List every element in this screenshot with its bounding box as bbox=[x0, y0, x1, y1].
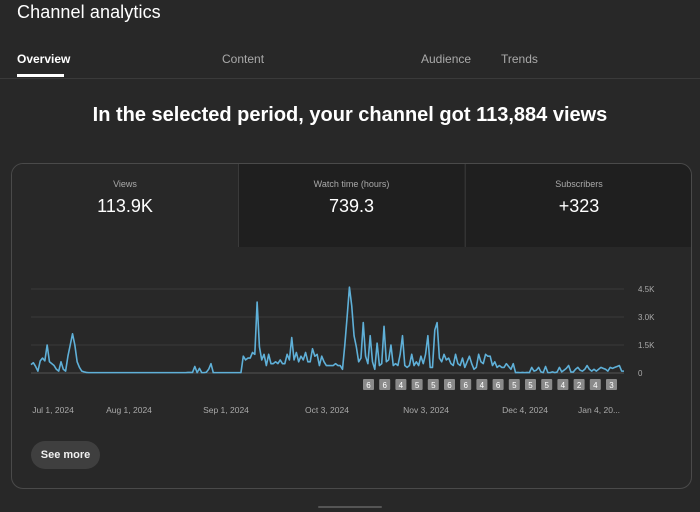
annotation-marker bbox=[557, 379, 569, 390]
annotation-marker-label: 4 bbox=[480, 381, 485, 390]
annotation-marker bbox=[379, 379, 391, 390]
active-tab-indicator bbox=[17, 74, 64, 77]
annotation-marker bbox=[411, 379, 423, 390]
tab-overview[interactable]: Overview bbox=[17, 52, 71, 66]
x-tick-label: Jul 1, 2024 bbox=[32, 405, 74, 415]
x-tick-label: Dec 4, 2024 bbox=[502, 405, 548, 415]
annotation-marker bbox=[508, 379, 520, 390]
y-tick-label: 4.5K bbox=[638, 285, 655, 294]
annotation-marker bbox=[444, 379, 455, 390]
metric-label: Subscribers bbox=[555, 179, 603, 189]
tab-bar: Overview Content Audience Trends bbox=[0, 44, 700, 78]
page-title: Channel analytics bbox=[17, 2, 161, 22]
annotation-marker bbox=[573, 379, 585, 390]
views-series-line bbox=[30, 286, 624, 374]
annotation-marker bbox=[492, 379, 504, 390]
metric-views-tab[interactable]: Views 113.9K bbox=[12, 164, 239, 247]
annotation-marker bbox=[395, 379, 407, 390]
metric-value: +323 bbox=[558, 196, 600, 216]
annotation-marker bbox=[363, 379, 374, 390]
x-tick-label: Jan 4, 20... bbox=[578, 405, 620, 415]
tab-trends[interactable]: Trends bbox=[501, 52, 538, 66]
annotation-marker-label: 6 bbox=[496, 381, 501, 390]
annotation-marker-label: 4 bbox=[399, 381, 404, 390]
annotation-marker-label: 6 bbox=[463, 381, 468, 390]
views-headline: In the selected period, your channel got… bbox=[92, 104, 608, 126]
annotation-marker-label: 5 bbox=[431, 381, 436, 390]
tab-content[interactable]: Content bbox=[222, 52, 265, 66]
annotation-marker bbox=[427, 379, 439, 390]
annotation-marker bbox=[589, 379, 601, 390]
tabs-divider bbox=[0, 78, 700, 79]
annotation-marker bbox=[606, 379, 617, 390]
x-tick-label: Nov 3, 2024 bbox=[403, 405, 449, 415]
annotation-marker-label: 6 bbox=[382, 381, 387, 390]
annotation-marker bbox=[525, 379, 536, 390]
analytics-card: Views 113.9K Watch time (hours) 739.3 Su… bbox=[11, 163, 692, 489]
annotation-marker-label: 2 bbox=[577, 381, 582, 390]
annotation-marker-label: 5 bbox=[512, 381, 517, 390]
tab-audience[interactable]: Audience bbox=[421, 52, 472, 66]
scroll-indicator bbox=[318, 506, 382, 508]
y-tick-label: 1.5K bbox=[638, 341, 655, 350]
metric-label: Watch time (hours) bbox=[313, 179, 390, 189]
annotation-marker bbox=[476, 379, 488, 390]
y-tick-label: 0 bbox=[638, 369, 643, 378]
annotation-marker-label: 4 bbox=[593, 381, 598, 390]
metric-value: 113.9K bbox=[97, 196, 153, 216]
y-tick-label: 3.0K bbox=[638, 313, 655, 322]
annotation-marker bbox=[460, 379, 472, 390]
views-line-chart: 4.5K 3.0K 1.5K 0 6 6 4 5 5 6 6 4 6 5 5 5 4 2 4 3 Jul 1, 2024… bbox=[30, 285, 655, 415]
annotation-marker-label: 5 bbox=[415, 381, 420, 390]
x-tick-label: Sep 1, 2024 bbox=[203, 405, 249, 415]
annotation-marker-label: 6 bbox=[447, 381, 452, 390]
x-tick-label: Aug 1, 2024 bbox=[106, 405, 152, 415]
metric-watch-time-tab[interactable]: Watch time (hours) 739.3 bbox=[239, 164, 464, 247]
annotation-marker-label: 5 bbox=[528, 381, 533, 390]
x-tick-label: Oct 3, 2024 bbox=[305, 405, 349, 415]
see-more-button[interactable]: See more bbox=[31, 441, 100, 469]
annotation-marker bbox=[541, 379, 553, 390]
metric-label: Views bbox=[113, 179, 137, 189]
annotation-marker-label: 5 bbox=[544, 381, 549, 390]
annotation-marker-label: 3 bbox=[609, 381, 614, 390]
metric-subscribers-tab[interactable]: Subscribers +323 bbox=[465, 164, 691, 247]
annotation-marker-label: 4 bbox=[561, 381, 566, 390]
metric-value: 739.3 bbox=[328, 196, 375, 216]
annotation-marker-label: 6 bbox=[366, 381, 371, 390]
